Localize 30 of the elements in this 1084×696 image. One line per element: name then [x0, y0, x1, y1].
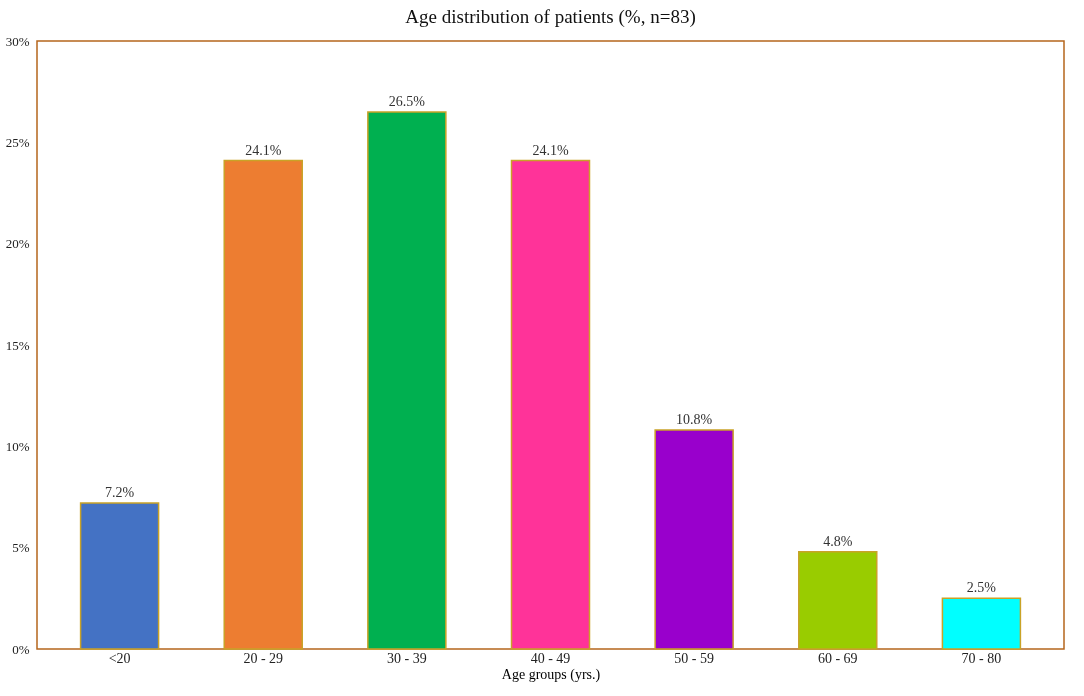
x-tick-label: 30 - 39	[387, 650, 427, 666]
y-tick-label: 0%	[12, 641, 30, 657]
x-axis-title: Age groups (yrs.)	[501, 666, 601, 683]
y-tick-label: 5%	[12, 540, 30, 556]
x-tick-label: 70 - 80	[961, 650, 1002, 666]
chart-title: Age distribution of patients (%, n=83)	[405, 6, 696, 28]
data-label: 4.8%	[823, 533, 853, 549]
bar	[79, 502, 160, 650]
y-tick-label: 30%	[5, 33, 30, 49]
x-tick-label: 50 - 59	[674, 650, 714, 666]
bar	[941, 597, 1022, 650]
bar	[510, 159, 591, 650]
data-label: 26.5%	[388, 93, 426, 109]
x-tick-label: <20	[108, 650, 131, 666]
y-tick-label: 25%	[5, 134, 30, 150]
x-tick-label: 20 - 29	[243, 650, 284, 666]
y-tick-label: 15%	[5, 337, 30, 353]
data-label: 7.2%	[105, 485, 135, 501]
data-label: 24.1%	[245, 142, 282, 158]
data-label: 24.1%	[532, 142, 569, 158]
bar	[223, 159, 303, 650]
bar	[367, 111, 447, 650]
x-tick-label: 60 - 69	[817, 650, 858, 666]
y-tick-label: 20%	[5, 236, 30, 252]
bar	[654, 429, 734, 650]
bar	[798, 550, 878, 650]
data-label: 10.8%	[676, 412, 713, 428]
data-label: 2.5%	[966, 580, 997, 596]
y-tick-label: 10%	[5, 438, 30, 454]
x-tick-label: 40 - 49	[530, 650, 571, 666]
